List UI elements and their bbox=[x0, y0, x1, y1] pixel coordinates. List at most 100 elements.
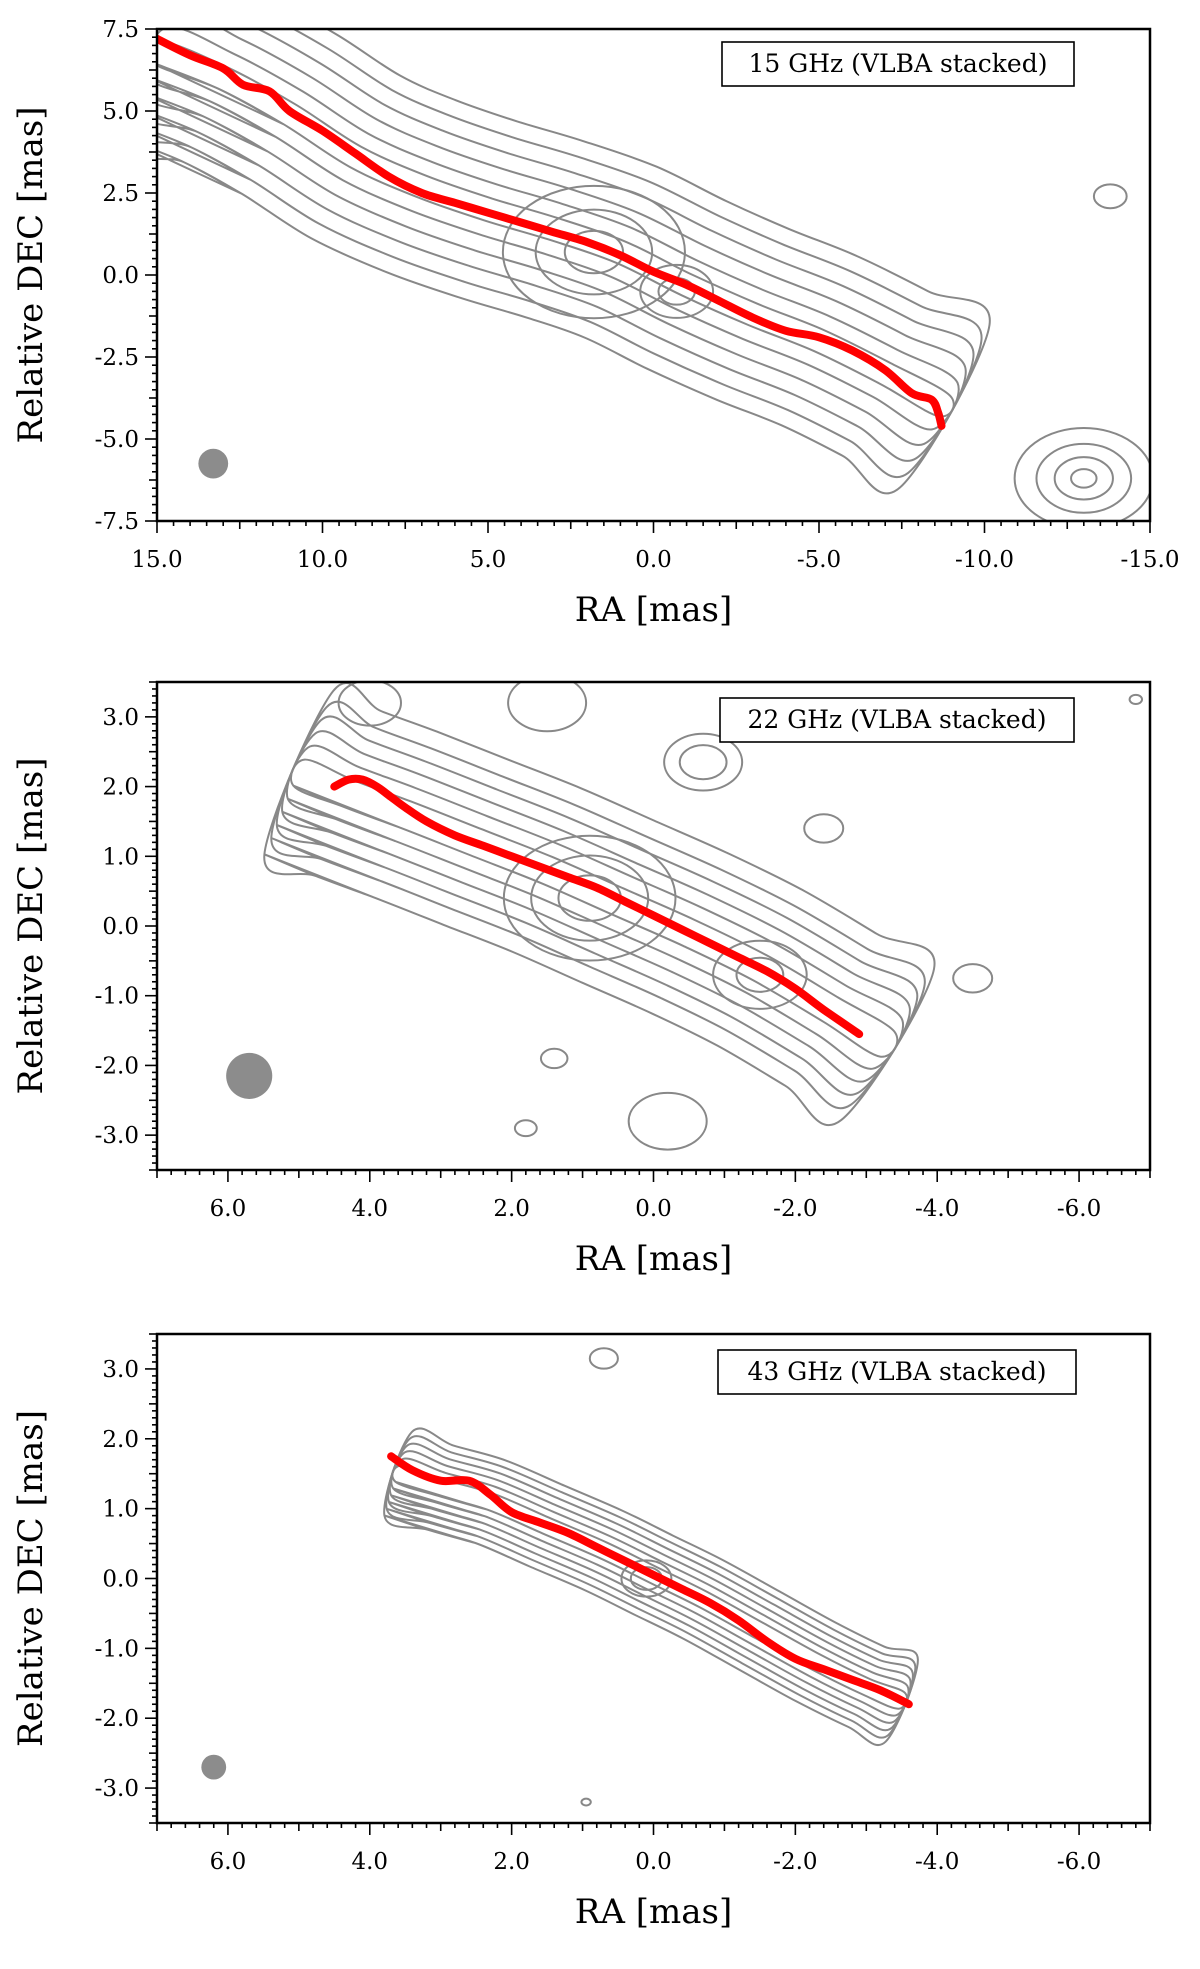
ridge-point bbox=[650, 268, 657, 275]
contour-blob bbox=[530, 854, 650, 942]
ridge-point bbox=[848, 347, 856, 354]
contour-blob bbox=[534, 208, 654, 296]
contour-blob bbox=[1053, 456, 1114, 501]
y-tick-label: 1.0 bbox=[102, 1497, 139, 1523]
ridge-point bbox=[934, 409, 942, 416]
y-tick-label: -2.5 bbox=[95, 345, 139, 371]
ridge-point bbox=[387, 793, 395, 801]
x-tick-label: -15.0 bbox=[1121, 547, 1180, 573]
contour-line bbox=[383, 1427, 919, 1747]
ridge-point bbox=[359, 776, 366, 783]
y-axis-label: Relative DEC [mas] bbox=[11, 1410, 51, 1747]
ridge-line bbox=[157, 34, 946, 430]
contour-blob bbox=[507, 682, 588, 733]
ridge-point bbox=[220, 65, 227, 72]
ridge-line bbox=[330, 774, 864, 1039]
ridge-point bbox=[186, 52, 194, 59]
ridge-point bbox=[763, 968, 771, 975]
ridge-point bbox=[565, 874, 572, 881]
y-tick-label: 5.0 bbox=[102, 99, 139, 125]
ridge-point bbox=[683, 281, 690, 289]
ridge-point bbox=[508, 853, 515, 860]
ridge-point bbox=[593, 884, 600, 891]
ridge-point bbox=[418, 189, 425, 197]
x-tick-label: 6.0 bbox=[210, 1849, 247, 1875]
ridge-point bbox=[792, 1655, 799, 1663]
contour-line bbox=[385, 1435, 917, 1739]
contour-line bbox=[275, 715, 919, 1096]
contour-blob bbox=[1092, 183, 1128, 210]
x-tick-label: 15.0 bbox=[131, 547, 182, 573]
contour-blob bbox=[1035, 442, 1133, 514]
y-tick-label: 0.0 bbox=[102, 914, 139, 940]
ridge-point bbox=[536, 863, 544, 870]
beam-ellipse bbox=[198, 448, 229, 479]
contour-line bbox=[157, 29, 991, 495]
x-tick-label: 0.0 bbox=[635, 1849, 672, 1875]
ridge-point bbox=[678, 1585, 686, 1593]
contour-blob bbox=[620, 1559, 673, 1598]
plot-area bbox=[226, 682, 1144, 1151]
x-tick-label: -2.0 bbox=[773, 1849, 817, 1875]
x-tick-label: -2.0 bbox=[773, 1196, 817, 1222]
ridge-point bbox=[373, 783, 381, 790]
ridge-point bbox=[402, 804, 409, 811]
ridge-point bbox=[319, 127, 326, 134]
ridge-point bbox=[451, 832, 459, 839]
x-tick-label: 10.0 bbox=[297, 547, 348, 573]
x-tick-label: -4.0 bbox=[915, 1849, 959, 1875]
y-tick-label: -1.0 bbox=[95, 1636, 139, 1662]
ridge-point bbox=[239, 81, 247, 88]
x-tick-label: 2.0 bbox=[493, 1196, 530, 1222]
ridge-point bbox=[848, 1676, 856, 1683]
panel-43ghz: 6.0 4.0 2.0 0.0 -2.0 -4.0 -6.0 3.0 2.0 1.0 0.0 -1.0… bbox=[11, 1332, 1152, 1932]
contour-blob bbox=[539, 1047, 569, 1070]
ridge-point bbox=[928, 396, 935, 403]
contour-blob bbox=[1070, 468, 1098, 489]
ridge-point bbox=[763, 1638, 771, 1645]
contour-line bbox=[285, 744, 905, 1070]
contour-blob bbox=[952, 963, 994, 994]
ridge-line bbox=[387, 1452, 913, 1709]
ridge-point bbox=[815, 334, 823, 341]
ridge-point bbox=[345, 776, 352, 783]
ridge-point bbox=[650, 912, 657, 919]
ridge-point bbox=[565, 1529, 572, 1537]
y-tick-label: 2.0 bbox=[102, 1427, 139, 1453]
ridge-point bbox=[621, 898, 629, 905]
legend-box bbox=[719, 697, 1075, 743]
ridge-point bbox=[617, 252, 624, 259]
ridge-point bbox=[352, 150, 359, 157]
plot-area bbox=[157, 29, 1150, 521]
ridge-point bbox=[716, 298, 723, 305]
beam-ellipse bbox=[226, 1052, 273, 1099]
contour-blob bbox=[513, 1119, 538, 1138]
ridge-point bbox=[782, 327, 790, 334]
ridge-point bbox=[480, 842, 487, 850]
y-tick-label: 7.5 bbox=[102, 17, 139, 43]
ridge-point bbox=[487, 1491, 494, 1498]
x-tick-label: -10.0 bbox=[955, 547, 1014, 573]
contour-blob bbox=[712, 939, 808, 1010]
y-tick-label: 1.0 bbox=[102, 844, 139, 870]
contour-blob bbox=[337, 682, 402, 727]
x-tick-label: -5.0 bbox=[797, 547, 841, 573]
ridge-point bbox=[551, 229, 558, 236]
contour-blob bbox=[735, 956, 785, 993]
y-tick-label: -3.0 bbox=[95, 1123, 139, 1149]
ridge-point bbox=[593, 1543, 600, 1551]
x-tick-label: -4.0 bbox=[915, 1196, 959, 1222]
contour-line bbox=[281, 730, 911, 1083]
legend-label: 22 GHz (VLBA stacked) bbox=[748, 705, 1047, 734]
x-tick-label: 6.0 bbox=[210, 1196, 247, 1222]
ridge-point bbox=[266, 88, 273, 95]
ridge-point bbox=[707, 1599, 714, 1607]
contour-blob bbox=[663, 732, 744, 792]
contour-blob bbox=[639, 263, 715, 319]
ridge-point bbox=[621, 1557, 629, 1565]
y-tick-label: -2.0 bbox=[95, 1053, 139, 1079]
ridge-point bbox=[735, 1617, 742, 1624]
x-tick-label: 0.0 bbox=[635, 547, 672, 573]
ridge-point bbox=[905, 1701, 913, 1708]
x-tick-label: 5.0 bbox=[470, 547, 507, 573]
